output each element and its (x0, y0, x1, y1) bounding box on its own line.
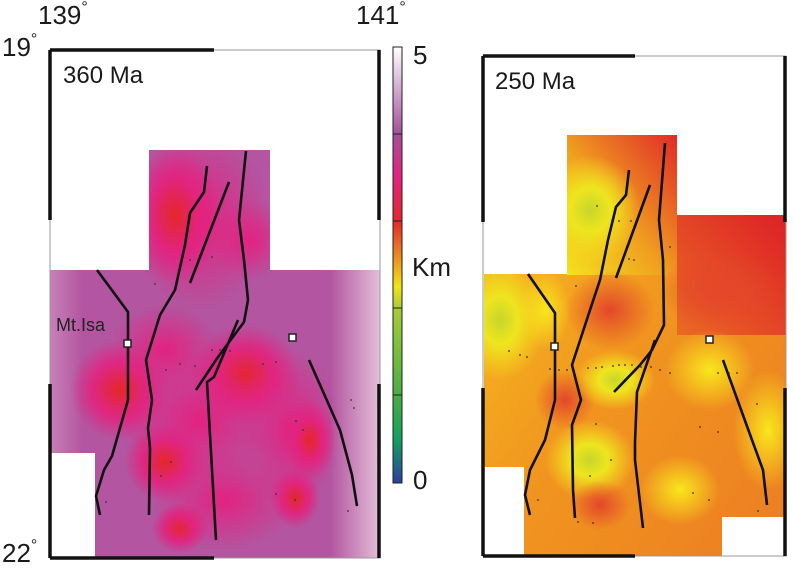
longitude-value: 139 (38, 0, 82, 30)
mt-isa-marker (123, 339, 132, 348)
right-map-frame (481, 54, 787, 558)
left-map-sample-points (105, 256, 355, 512)
latitude-value: 19 (2, 32, 31, 62)
longitude-value: 141 (356, 0, 400, 30)
longitude-label-141: 141° (356, 0, 406, 30)
mt-isa-label: Mt.Isa (56, 315, 106, 335)
right-map-faults (523, 142, 769, 529)
longitude-label-139: 139° (38, 0, 88, 30)
colorbar-max-label: 5 (413, 40, 428, 70)
left-map-faults (94, 150, 359, 541)
degree-symbol: ° (399, 0, 406, 16)
colorbar-unit-label: Km (412, 252, 451, 282)
degree-symbol: ° (30, 537, 38, 554)
left-panel-title: 360 Ma (63, 62, 144, 89)
degree-symbol: ° (81, 0, 88, 16)
colorbar-min-label: 0 (413, 465, 428, 495)
colorbar (392, 46, 403, 484)
degree-symbol: ° (30, 31, 38, 48)
city-marker-right (705, 335, 714, 344)
mt-isa-marker-right (550, 342, 559, 351)
city-marker (288, 333, 297, 342)
latitude-label-19: 19° (2, 31, 38, 62)
right-panel-title: 250 Ma (495, 68, 576, 95)
latitude-label-22: 22° (2, 537, 38, 568)
right-map-sample-points (508, 205, 759, 524)
left-map-surface (50, 150, 380, 558)
latitude-value: 22 (2, 538, 31, 568)
left-map-frame (48, 48, 381, 560)
